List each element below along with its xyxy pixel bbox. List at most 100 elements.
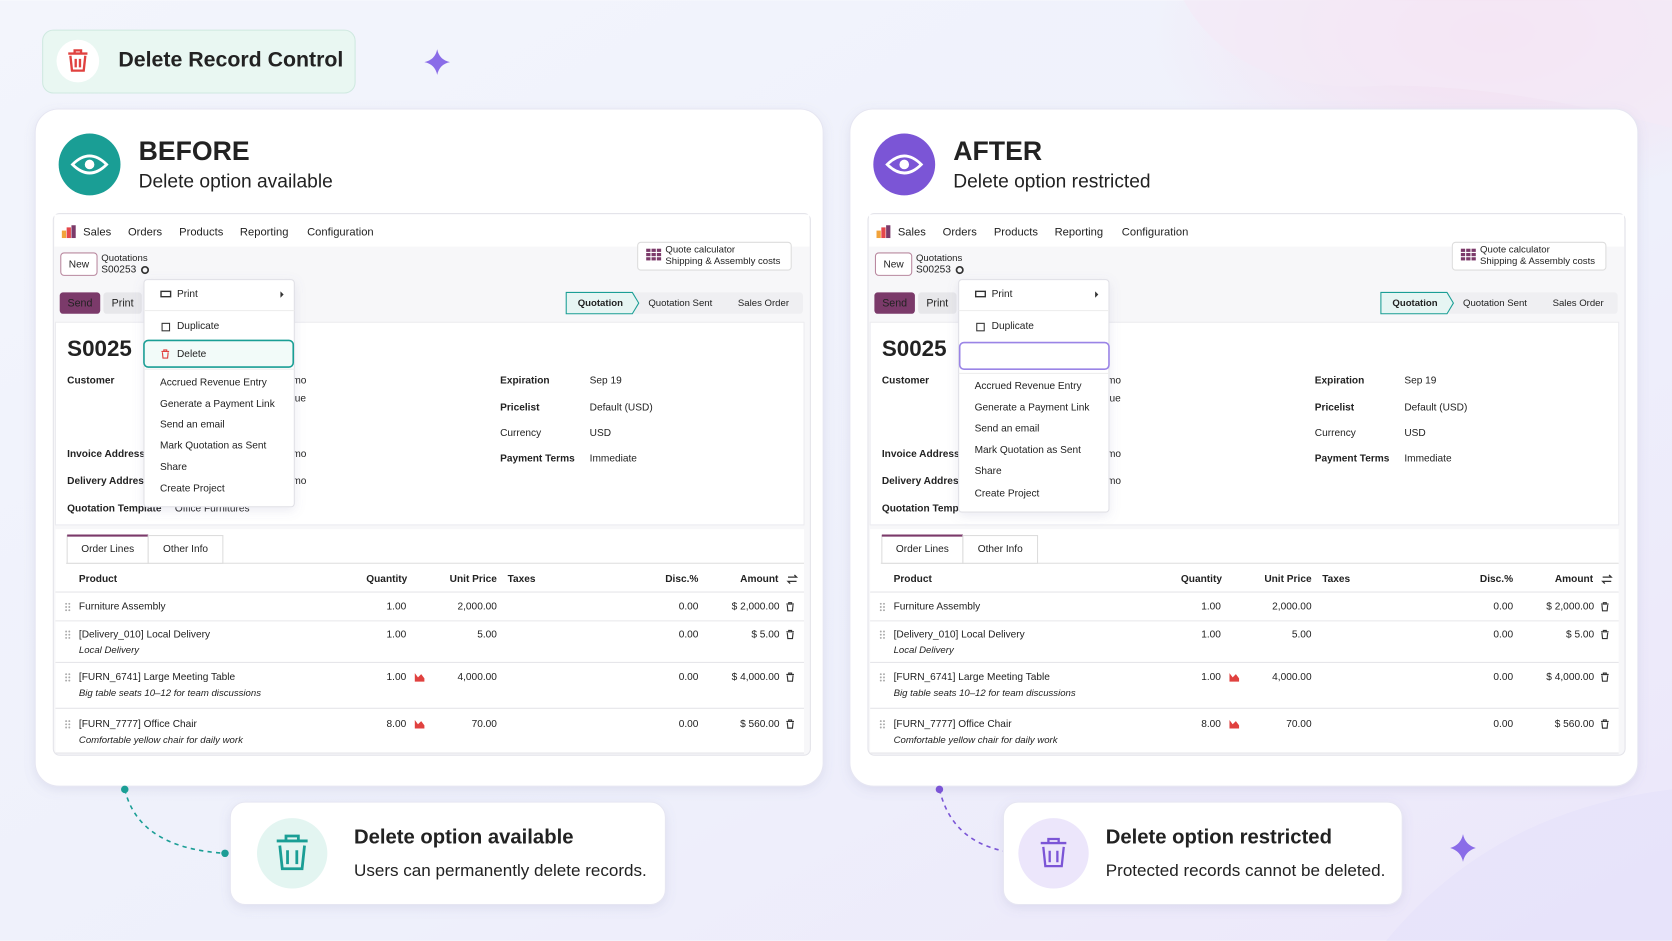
dropdown-menu [958, 279, 1110, 513]
trash-shape [786, 629, 794, 640]
calculator-icon [1471, 252, 1476, 257]
delete-highlight [143, 339, 295, 368]
decor [1183, 0, 1672, 129]
trash-shape [786, 602, 794, 612]
menu-item: Create Project [975, 489, 1040, 500]
calculator-box [1451, 241, 1607, 271]
new-button-label: New [69, 259, 90, 270]
menu-item: Share [160, 462, 187, 473]
drag-handle [65, 633, 68, 636]
quantity: 1.00 [1201, 672, 1221, 683]
drag-handle [879, 636, 882, 639]
field-value: Sep 19 [590, 376, 622, 387]
record-id: S00253 [916, 265, 951, 276]
drag-handle [879, 720, 882, 723]
menu-item: Accrued Revenue Entry [975, 381, 1083, 392]
calculator-icon [1471, 248, 1476, 252]
unit-price: 2,000.00 [457, 602, 497, 613]
drag-handle [883, 606, 885, 608]
trash-icon [786, 602, 794, 612]
forecast-icon [1229, 673, 1240, 682]
dropdown-menu [143, 279, 295, 508]
unit-price: 4,000.00 [457, 672, 497, 683]
drag-handle [68, 676, 71, 679]
product: [Delivery_010] Local Delivery [79, 629, 211, 640]
trash-icon [161, 349, 170, 359]
drag-handle [68, 636, 71, 639]
footer-text: Protected records cannot be deleted. [1106, 861, 1386, 880]
tab-label: Order Lines [896, 544, 949, 555]
quantity: 1.00 [387, 602, 407, 613]
stage: Quotation [1392, 298, 1437, 309]
menu-item: Mark Quotation as Sent [160, 441, 267, 452]
drag-handle [65, 609, 68, 612]
field-label: Currency [500, 428, 542, 439]
menu-item: Mark Quotation as Sent [975, 445, 1082, 456]
calculator-icon [656, 257, 662, 261]
new-button [60, 252, 98, 276]
tab-label: Order Lines [81, 544, 134, 555]
panel: AFTER Delete option restricted Sales Orders… [849, 108, 1639, 906]
nav-item: Products [994, 227, 1039, 239]
copy-icon [976, 322, 985, 332]
discount: 0.00 [679, 602, 699, 613]
drag-handle [883, 633, 885, 636]
delete-option: Delete [177, 349, 207, 360]
new-button-label: New [883, 259, 904, 270]
nav-bar [869, 214, 1625, 247]
product: [FURN_6741] Large Meeting Table [79, 672, 236, 683]
column-header: Amount [740, 574, 779, 585]
field-label: Payment Terms [1315, 453, 1390, 464]
calculator-icon [1460, 248, 1466, 252]
trash-icon [786, 672, 794, 682]
amount: $ 5.00 [751, 629, 780, 640]
drag-handle [883, 636, 885, 639]
field-value: Default (USD) [1404, 402, 1467, 413]
stage: Sales Order [738, 298, 790, 309]
drag-handle [883, 676, 885, 679]
product: [FURN_7777] Office Chair [894, 719, 1013, 730]
column-header: Amount [1555, 574, 1594, 585]
column-header: Taxes [508, 574, 536, 585]
drag-handle [883, 679, 885, 682]
trash-shape [276, 834, 308, 871]
drag-handle [65, 636, 68, 639]
drag-handle [879, 630, 882, 633]
drag-handle [68, 630, 71, 633]
drag-handle [65, 673, 68, 676]
columns-icon [1601, 574, 1613, 584]
header-title: Delete Record Control [118, 48, 343, 72]
column-header: Product [79, 574, 118, 585]
column-header: Unit Price [450, 574, 498, 585]
stage: Quotation [578, 298, 623, 309]
drag-handle [68, 609, 71, 612]
drag-handle [65, 606, 68, 608]
calculator-icon [1466, 257, 1471, 261]
drag-handle [65, 602, 68, 605]
calculator-icon [1466, 248, 1471, 252]
record-id: S00253 [101, 265, 136, 276]
stage: Sales Order [1553, 298, 1605, 309]
field-label: Currency [1315, 428, 1357, 439]
drag-handle [68, 606, 71, 608]
calculator-subtitle: Shipping & Assembly costs [1480, 256, 1595, 267]
trash-icon [68, 49, 88, 72]
quantity: 1.00 [387, 629, 407, 640]
stage: Quotation Sent [648, 298, 712, 309]
drag-handle [879, 609, 882, 612]
drag-handle [68, 673, 71, 676]
field-label: Invoice Address [67, 449, 145, 460]
drag-handle [883, 723, 885, 726]
field-label: Customer [882, 376, 929, 387]
footer-icon-bg [256, 818, 328, 889]
calculator-subtitle: Shipping & Assembly costs [665, 256, 780, 267]
quantity: 8.00 [1201, 719, 1221, 730]
drag-handle [883, 630, 885, 633]
sparkle [1450, 834, 1476, 862]
drag-handle [65, 720, 68, 723]
unit-price: 70.00 [1286, 719, 1312, 730]
table-area [55, 529, 805, 754]
field-value: USD [590, 428, 611, 439]
